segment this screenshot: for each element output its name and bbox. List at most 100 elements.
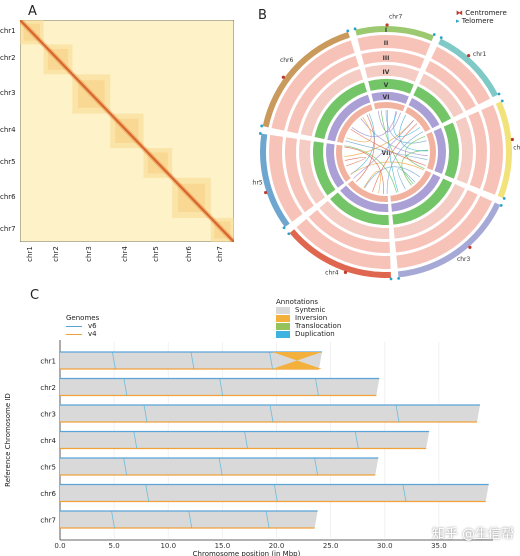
hic-xlabel-chr5: chr5 [151, 246, 160, 262]
x-tick-label: 30.0 [377, 542, 393, 550]
circos-ring-4-chr3 [393, 183, 465, 239]
hic-ylabel-chr4: chr4 [0, 125, 16, 134]
circos-link [360, 118, 428, 157]
duplication-mark [190, 351, 195, 370]
legend-line-v6 [66, 325, 82, 327]
duplication-mark [244, 431, 248, 449]
circos-ring-3-chr4 [308, 209, 391, 253]
telomere-marker [353, 27, 357, 31]
duplication-mark [111, 351, 116, 370]
circos-ring-3-chr3 [394, 189, 478, 253]
syntenic-band-chr3 [60, 405, 481, 422]
circos-link [344, 156, 367, 167]
circos-ring-6-chr5 [326, 143, 345, 188]
duplication-mark [188, 510, 193, 529]
centromere-marker [264, 190, 268, 195]
legend-duplication: Duplication [295, 330, 335, 338]
circos-ring-label-V: V [384, 82, 389, 89]
annotations-legend: Annotations Syntenic Inversion Transloca… [276, 298, 341, 338]
hic-xlabel-chr6: chr6 [185, 246, 194, 262]
circos-link [346, 116, 372, 143]
circos-link [350, 128, 426, 166]
circos-ring-2-chr2 [481, 104, 503, 195]
circos-ring-2-chr4 [296, 218, 391, 269]
circos-ring-3-chr6 [287, 55, 359, 134]
circos-plot: chr1chr2chr3chr4chr5chr6chr7IIIIIIIVVVIV… [252, 13, 520, 281]
hic-ylabel-chr3: chr3 [0, 88, 16, 97]
circos-link [399, 114, 428, 152]
duplication-mark [354, 431, 359, 449]
syntenic-band-chr7 [60, 511, 318, 528]
circos-link [345, 140, 428, 160]
circos-label-chr1: chr1 [473, 51, 487, 58]
annotations-legend-title: Annotations [276, 298, 319, 306]
duplication-mark [273, 484, 278, 502]
synteny-plot: 0.0 5.0 10.0 15.0 20.0 25.0 30.0 35.0 Chromosome… [4, 340, 493, 556]
circos-ring-2-chr5 [269, 134, 303, 222]
circos-ring-5-chr6 [314, 82, 368, 140]
circos-ring-label-IV: IV [383, 69, 390, 76]
legend-v6: v6 [88, 322, 97, 330]
circos-ring-label-III: III [383, 55, 390, 62]
x-tick-label: 0.0 [54, 542, 65, 550]
legend-syntenic: Syntenic [295, 306, 326, 314]
x-tick-label: 5.0 [109, 542, 120, 550]
circos-label-chr7: chr7 [389, 13, 403, 20]
centromere-marker [510, 137, 514, 142]
centromere-icon: ⧓ [456, 9, 463, 17]
panel-label-c: C [30, 288, 40, 303]
circos-ring-1-chr2 [495, 101, 512, 199]
circos-ring-6-chr1 [408, 97, 440, 129]
telomere-marker [500, 99, 504, 103]
circos-ring-2-chr6 [271, 40, 355, 131]
circos-legend: ⧓ Centromere ▸ Telomere [456, 9, 507, 25]
telomere-marker [258, 132, 262, 135]
genomes-legend-title: Genomes [66, 314, 100, 322]
telomere-marker [432, 33, 436, 36]
x-tick-label: 25.0 [323, 542, 339, 550]
circos-link [344, 120, 414, 157]
centromere-marker [385, 23, 389, 27]
legend-v4: v4 [88, 330, 97, 338]
circos-ring-7-chr2 [426, 131, 436, 171]
circos-ring-3-chr7 [361, 51, 425, 69]
circos-ring-1-chr5 [260, 133, 290, 228]
x-tick-label: 10.0 [160, 542, 176, 550]
telomere-marker [389, 277, 393, 281]
telomere-marker [502, 197, 506, 200]
circos-ring-6-chr7 [371, 92, 409, 104]
circos-label-chr5: chr5 [252, 180, 263, 187]
duplication-mark [123, 457, 128, 476]
y-tick-label-chr5: chr5 [40, 464, 56, 472]
circos-ring-5-chr7 [368, 78, 414, 94]
hic-xlabel-chr3: chr3 [85, 246, 94, 262]
circos-link [397, 168, 416, 190]
swatch-translocation [276, 322, 290, 330]
syntenic-band-chr4 [60, 431, 430, 449]
y-axis-label: Reference Chromosome ID [4, 393, 12, 487]
y-tick-label-chr2: chr2 [40, 384, 56, 392]
circos-ring-4-chr7 [364, 65, 420, 82]
circos-ring-1-chr7 [355, 26, 434, 42]
duplication-mark [133, 431, 138, 449]
circos-ring-2-chr7 [357, 35, 431, 56]
duplication-mark [219, 378, 224, 396]
telomere-marker [397, 276, 401, 280]
hic-heatmap [20, 20, 234, 242]
circos-label-chr6: chr6 [280, 57, 294, 64]
circos-ring-7-chr1 [405, 106, 431, 132]
y-tick-label-chr6: chr6 [40, 490, 56, 498]
circos-link [353, 120, 414, 179]
syntenic-band-chr1 [60, 352, 322, 369]
hic-xlabel-chr1: chr1 [25, 246, 34, 262]
panel-label-a: A [28, 4, 37, 19]
y-tick-label-chr4: chr4 [40, 437, 56, 445]
circos-ring-4-chr2 [455, 116, 473, 184]
telomere-marker [287, 232, 291, 236]
watermark: 知乎 @生信帮 [431, 527, 514, 542]
duplication-mark [269, 404, 274, 423]
duplication-mark [269, 351, 273, 370]
circos-label-chr4: chr4 [325, 270, 339, 277]
y-tick-label-chr1: chr1 [40, 358, 56, 366]
hic-ylabel-chr6: chr6 [0, 192, 16, 201]
